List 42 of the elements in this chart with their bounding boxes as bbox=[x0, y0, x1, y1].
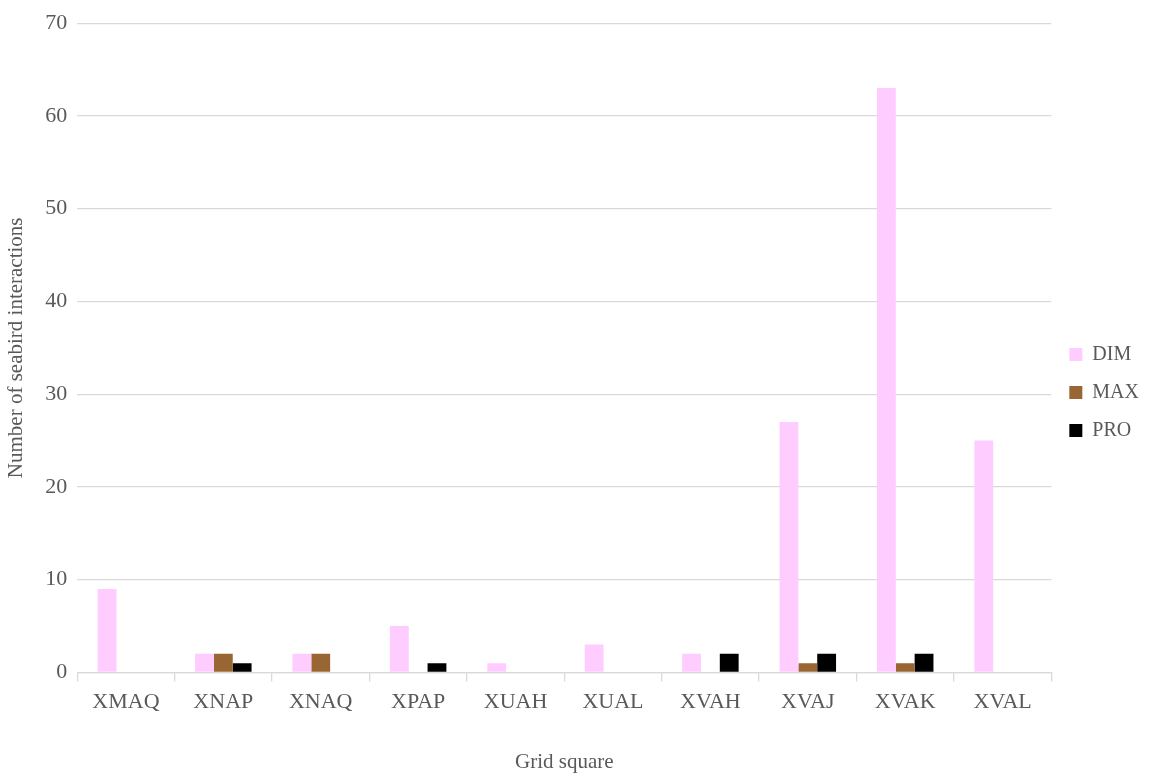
y-tick-label: 40 bbox=[45, 287, 68, 313]
bar bbox=[311, 653, 331, 672]
bar bbox=[487, 663, 507, 672]
legend-label: PRO bbox=[1092, 417, 1132, 440]
bar bbox=[876, 88, 896, 672]
x-tick-label: XUAL bbox=[582, 688, 644, 714]
bar bbox=[798, 663, 818, 672]
x-tick-label: XVAH bbox=[680, 688, 741, 714]
legend-label: DIM bbox=[1092, 341, 1132, 364]
bar bbox=[195, 653, 214, 672]
x-tick-label: XNAP bbox=[193, 688, 254, 714]
y-tick-label: 70 bbox=[45, 8, 68, 34]
x-tick-label: XPAP bbox=[391, 688, 446, 714]
bar bbox=[97, 588, 117, 672]
y-tick-label: 10 bbox=[45, 565, 68, 591]
y-tick-label: 0 bbox=[56, 658, 68, 684]
y-tick-label: 60 bbox=[45, 101, 68, 127]
x-axis-title: Grid square bbox=[514, 748, 614, 773]
bar bbox=[682, 653, 701, 672]
x-tick-label: XVAL bbox=[973, 688, 1032, 714]
bar bbox=[584, 644, 604, 672]
bar bbox=[427, 663, 447, 672]
bar bbox=[974, 440, 994, 672]
bar bbox=[232, 663, 252, 672]
bar bbox=[895, 663, 915, 672]
y-tick-label: 50 bbox=[45, 194, 68, 220]
x-tick-label: XUAH bbox=[483, 688, 548, 714]
bar bbox=[292, 653, 312, 672]
y-axis-title: Number of seabird interactions bbox=[3, 217, 28, 479]
x-tick-label: XVAK bbox=[874, 688, 936, 714]
bar bbox=[779, 421, 799, 672]
bar bbox=[817, 653, 837, 672]
y-tick-label: 20 bbox=[45, 472, 68, 498]
bar bbox=[914, 653, 934, 672]
y-tick-label: 30 bbox=[45, 379, 68, 405]
bar bbox=[719, 653, 739, 672]
x-tick-label: XMAQ bbox=[92, 688, 160, 714]
x-tick-label: XVAJ bbox=[781, 688, 835, 714]
bar bbox=[389, 626, 409, 672]
x-tick-label: XNAQ bbox=[288, 688, 353, 714]
bar bbox=[213, 653, 233, 672]
legend-label: MAX bbox=[1092, 379, 1140, 402]
